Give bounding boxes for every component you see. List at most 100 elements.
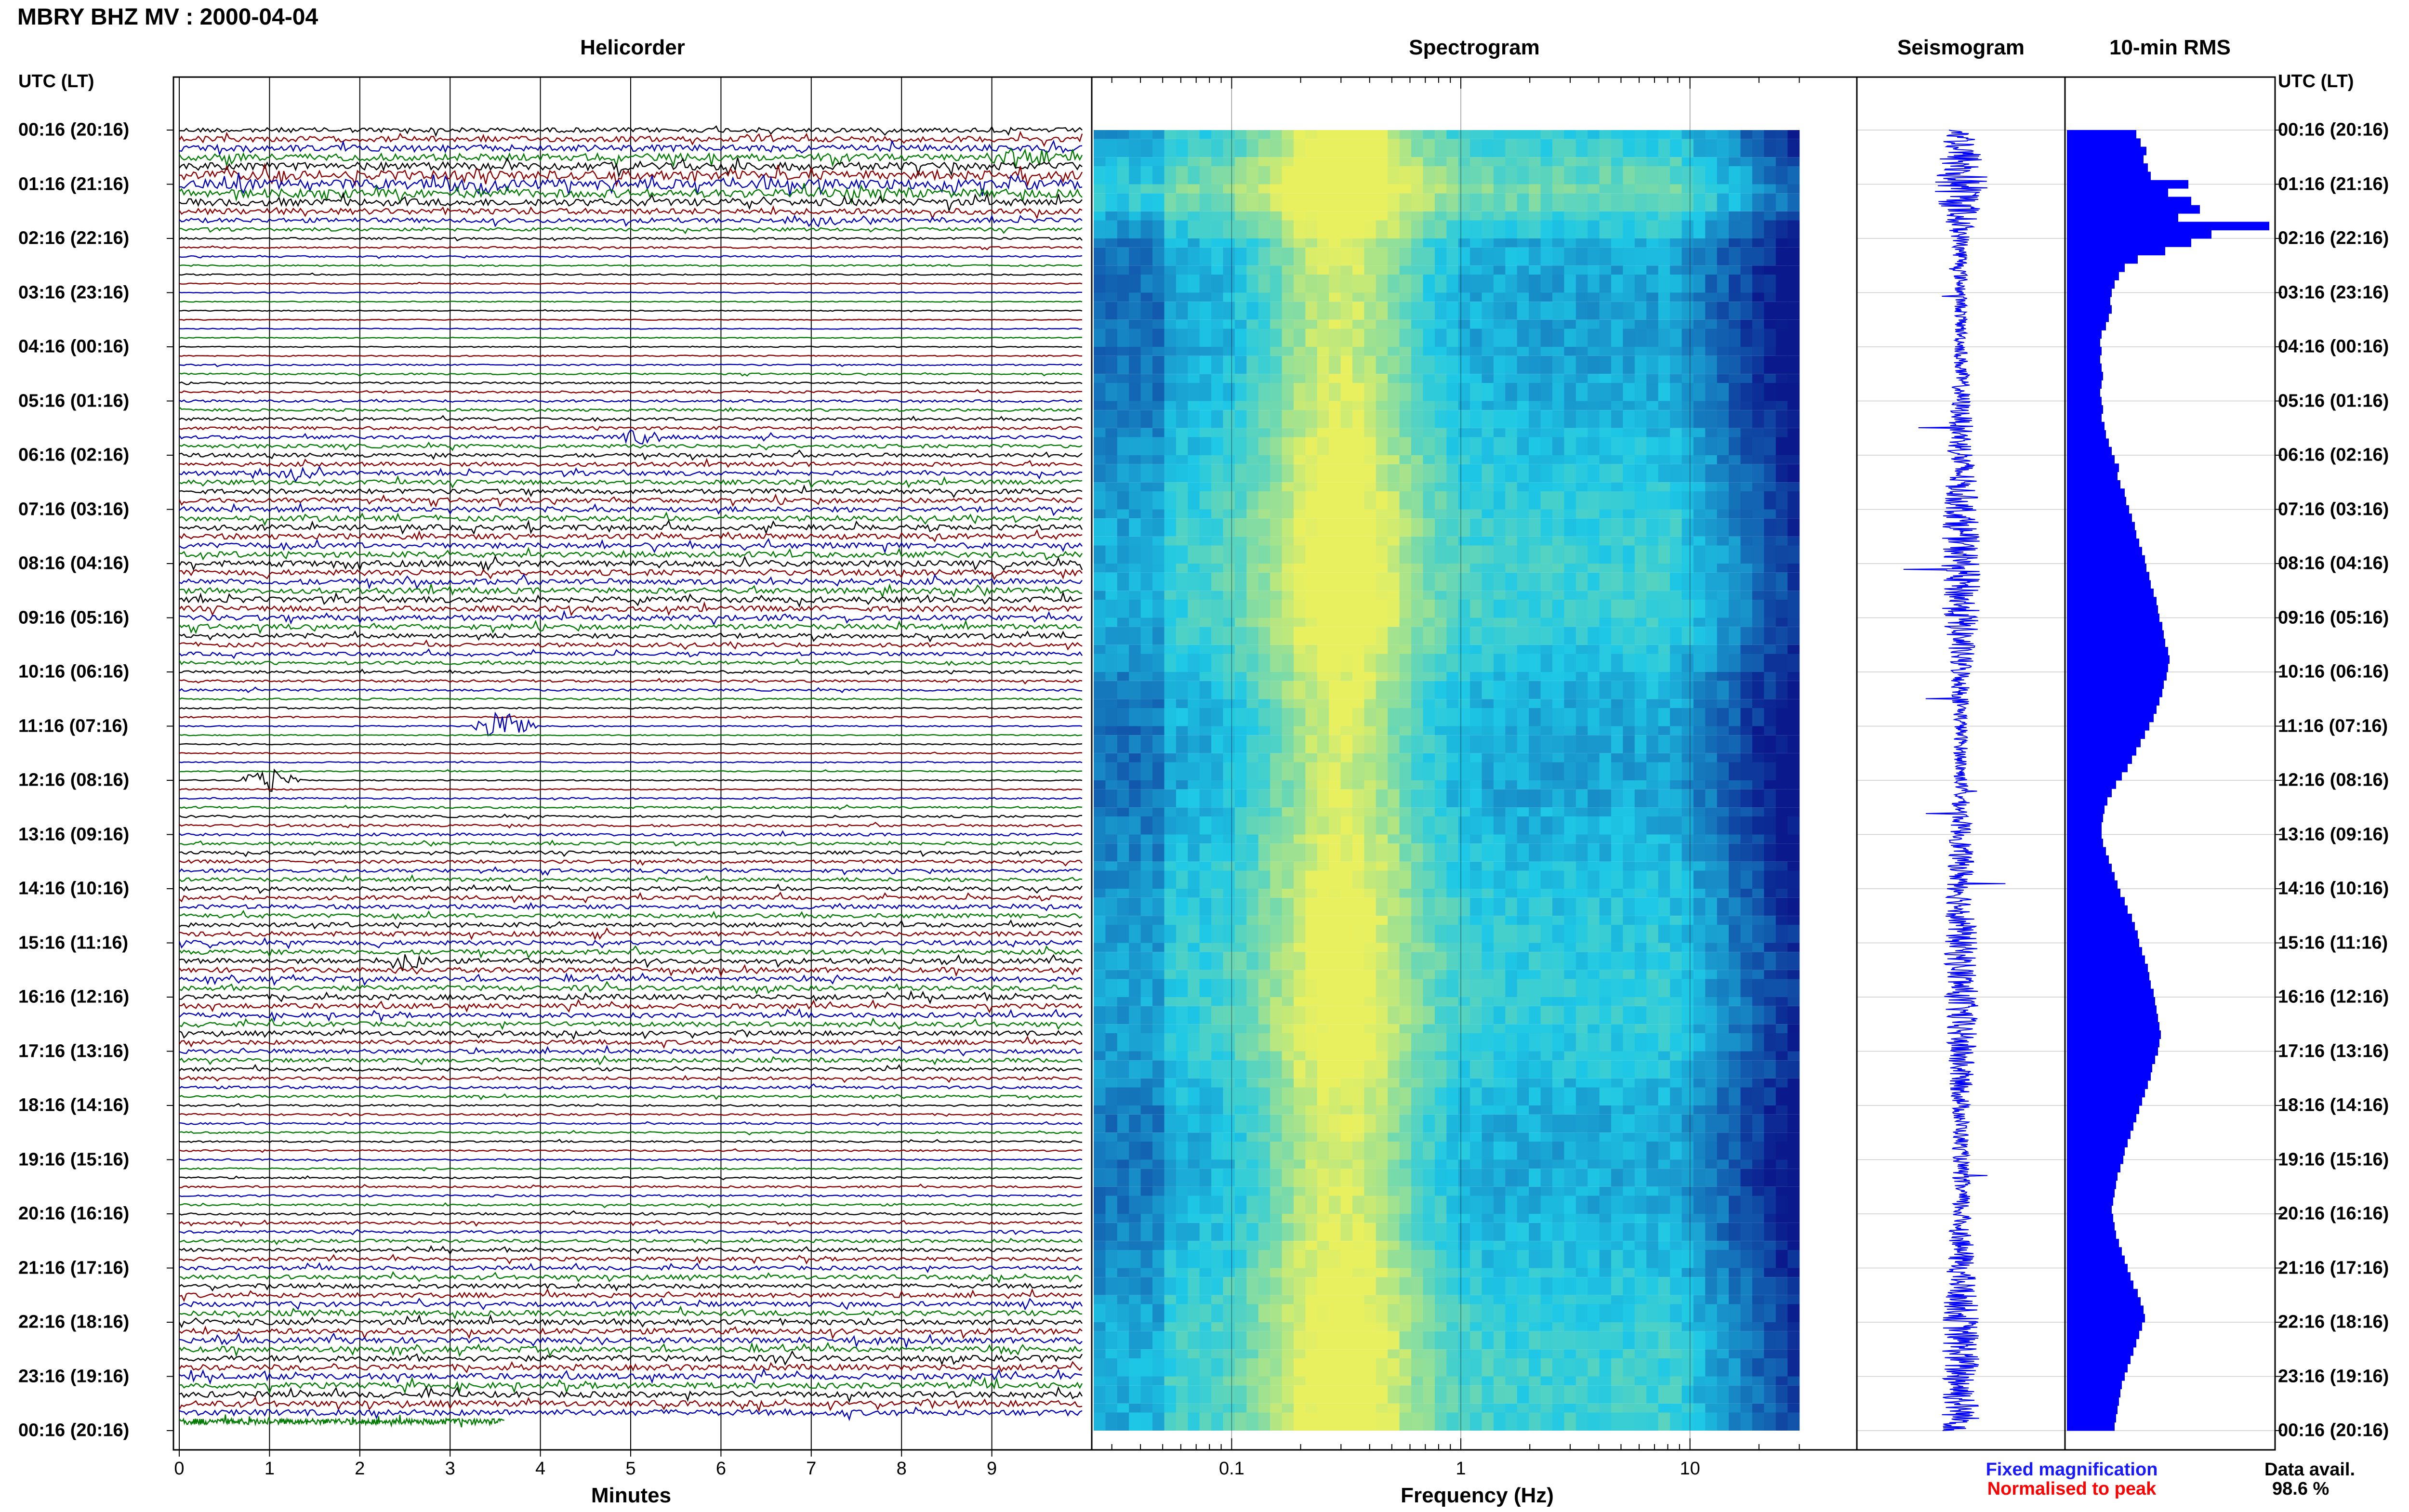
spectrogram-cell bbox=[1611, 184, 1623, 194]
spectrogram-cell bbox=[1646, 247, 1659, 266]
helicorder-trace bbox=[179, 1298, 1083, 1311]
spectrogram-cell bbox=[1540, 329, 1553, 347]
spectrogram-cell bbox=[1270, 780, 1283, 789]
spectrogram-cell bbox=[1105, 600, 1118, 618]
spectrogram-cell bbox=[1176, 545, 1188, 564]
spectrogram-cell bbox=[1105, 780, 1118, 789]
spectrogram-cell bbox=[1446, 166, 1459, 184]
spectrogram-cell bbox=[1529, 1159, 1541, 1169]
spectrogram-cell bbox=[1388, 130, 1400, 139]
spectrogram-cell bbox=[1564, 347, 1576, 356]
spectrogram-cell bbox=[1364, 591, 1377, 600]
spectrogram-cell bbox=[1517, 374, 1529, 383]
spectrogram-cell bbox=[1775, 726, 1788, 736]
spectrogram-cell bbox=[1364, 184, 1377, 194]
spectrogram-cell bbox=[1129, 220, 1141, 238]
spectrogram-cell bbox=[1234, 979, 1247, 997]
spectrogram-cell bbox=[1094, 238, 1106, 248]
spectrogram-cell bbox=[1282, 970, 1294, 979]
spectrogram-cell bbox=[1634, 437, 1647, 455]
spectrogram-cell bbox=[1658, 220, 1670, 238]
spectrogram-cell bbox=[1164, 347, 1177, 356]
time-label-left: 23:16 (19:16) bbox=[18, 1366, 130, 1386]
spectrogram-cell bbox=[1787, 302, 1800, 320]
spectrogram-cell bbox=[1152, 410, 1165, 428]
spectrogram-cell bbox=[1270, 861, 1283, 871]
spectrogram-cell bbox=[1693, 329, 1706, 347]
spectrogram-cell bbox=[1646, 780, 1659, 789]
spectrogram-cell bbox=[1470, 654, 1482, 672]
spectrogram-cell bbox=[1705, 139, 1718, 158]
spectrogram-cell bbox=[1152, 889, 1165, 898]
spectrogram-cell bbox=[1246, 275, 1259, 293]
spectrogram-cell bbox=[1352, 247, 1364, 266]
spectrogram-cell bbox=[1094, 753, 1106, 763]
spectrogram-cell bbox=[1294, 455, 1306, 464]
spectrogram-cell bbox=[1705, 292, 1718, 302]
spectrogram-cell bbox=[1105, 816, 1118, 835]
helicorder-trace bbox=[179, 697, 1083, 702]
spectrogram-cell bbox=[1552, 970, 1564, 979]
spectrogram-cell bbox=[1199, 591, 1212, 600]
spectrogram-cell bbox=[1317, 861, 1329, 871]
spectrogram-cell bbox=[1164, 1024, 1177, 1034]
spectrogram-cell bbox=[1446, 843, 1459, 862]
spectrogram-cell bbox=[1505, 843, 1518, 862]
spectrogram-cell bbox=[1176, 925, 1188, 943]
spectrogram-cell bbox=[1493, 545, 1506, 564]
spectrogram-cell bbox=[1564, 925, 1576, 943]
spectrogram-cell bbox=[1188, 193, 1200, 211]
spectrogram-cell bbox=[1693, 1132, 1706, 1142]
spectrogram-cell bbox=[1294, 627, 1306, 645]
spectrogram-cell bbox=[1294, 780, 1306, 789]
spectrogram-cell bbox=[1482, 618, 1494, 627]
spectrogram-cell bbox=[1740, 780, 1753, 789]
spectrogram-cell bbox=[1493, 482, 1506, 492]
spectrogram-cell bbox=[1164, 644, 1177, 654]
spectrogram-cell bbox=[1176, 1024, 1188, 1034]
spectrogram-cell bbox=[1493, 518, 1506, 537]
spectrogram-cell bbox=[1646, 654, 1659, 672]
spectrogram-cell bbox=[1364, 319, 1377, 329]
spectrogram-cell bbox=[1411, 861, 1424, 871]
spectrogram-cell bbox=[1399, 238, 1412, 248]
spectrogram-cell bbox=[1223, 627, 1235, 645]
spectrogram-cell bbox=[1129, 1033, 1141, 1052]
spectrogram-cell bbox=[1117, 1159, 1129, 1169]
spectrogram-cell bbox=[1517, 916, 1529, 925]
spectrogram-cell bbox=[1423, 437, 1435, 455]
spectrogram-cell bbox=[1223, 428, 1235, 437]
spectrogram-cell bbox=[1270, 1051, 1283, 1061]
spectrogram-cell bbox=[1329, 1142, 1341, 1160]
spectrogram-cell bbox=[1623, 1024, 1635, 1034]
spectrogram-cell bbox=[1446, 130, 1459, 139]
spectrogram-cell bbox=[1646, 428, 1659, 437]
spectrogram-cell bbox=[1399, 329, 1412, 347]
spectrogram-cell bbox=[1223, 193, 1235, 211]
spectrogram-cell bbox=[1493, 925, 1506, 943]
spectrogram-cell bbox=[1164, 979, 1177, 997]
spectrogram-cell bbox=[1105, 979, 1118, 997]
spectrogram-cell bbox=[1564, 1169, 1576, 1187]
spectrogram-cell bbox=[1540, 564, 1553, 573]
spectrogram-cell bbox=[1529, 536, 1541, 546]
spectrogram-cell bbox=[1105, 644, 1118, 654]
spectrogram-cell bbox=[1340, 979, 1353, 997]
spectrogram-cell bbox=[1588, 618, 1600, 627]
spectrogram-cell bbox=[1552, 374, 1564, 383]
spectrogram-cell bbox=[1364, 211, 1377, 221]
spectrogram-cell bbox=[1199, 834, 1212, 844]
spectrogram-cell bbox=[1540, 843, 1553, 862]
spectrogram-cell bbox=[1564, 1114, 1576, 1133]
spectrogram-cell bbox=[1140, 600, 1153, 618]
spectrogram-cell bbox=[1599, 347, 1612, 356]
spectrogram-cell bbox=[1775, 1060, 1788, 1078]
spectrogram-cell bbox=[1446, 735, 1459, 753]
spectrogram-cell bbox=[1188, 1186, 1200, 1196]
spectrogram-cell bbox=[1717, 193, 1729, 211]
spectrogram-cell bbox=[1164, 897, 1177, 916]
helicorder-tick-label: 0 bbox=[174, 1459, 185, 1479]
spectrogram-cell bbox=[1505, 184, 1518, 194]
spectrogram-cell bbox=[1623, 807, 1635, 817]
spectrogram-cell bbox=[1211, 789, 1224, 808]
